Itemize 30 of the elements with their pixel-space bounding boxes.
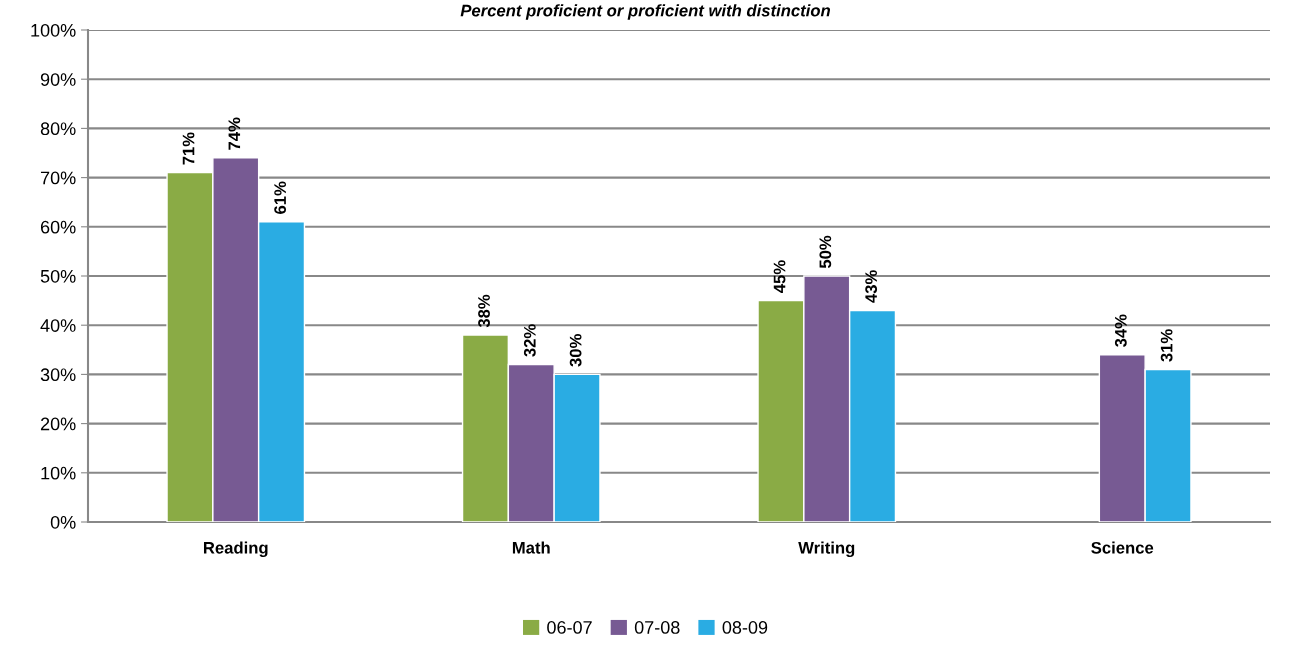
- x-tick-label: Science: [1091, 541, 1154, 554]
- legend-label: 08-09: [722, 621, 768, 634]
- data-label: 50%: [819, 235, 832, 269]
- data-label: 31%: [1160, 329, 1173, 362]
- y-tick-label: 0%: [50, 515, 76, 529]
- y-tick-label: 80%: [40, 122, 76, 136]
- data-label: 30%: [569, 334, 582, 367]
- y-tick-label: 20%: [40, 417, 76, 431]
- y-tick-label: 50%: [40, 269, 76, 283]
- y-tick-label: 60%: [40, 220, 76, 234]
- y-tick-label: 70%: [40, 171, 76, 185]
- data-label: 71%: [182, 132, 195, 165]
- data-label: 45%: [773, 260, 786, 293]
- y-tick-label: 10%: [41, 466, 76, 480]
- data-label: 43%: [865, 270, 878, 303]
- data-label: 74%: [228, 117, 241, 150]
- chart-title: Percent proficient or proficient with distinction: [460, 4, 831, 20]
- data-label: 61%: [274, 181, 287, 214]
- x-tick-label: Reading: [203, 541, 268, 558]
- legend-label: 07-08: [634, 621, 680, 634]
- y-tick-label: 90%: [40, 73, 76, 86]
- x-tick-label: Math: [512, 541, 550, 554]
- y-tick-label: 100%: [31, 23, 76, 37]
- legend-label: 06-07: [547, 621, 592, 634]
- data-label: 38%: [478, 294, 490, 328]
- y-tick-label: 40%: [40, 319, 76, 332]
- y-tick-label: 30%: [40, 368, 76, 382]
- data-label: 34%: [1114, 314, 1127, 347]
- x-tick-label: Writing: [798, 541, 855, 558]
- data-label: 32%: [523, 324, 536, 357]
